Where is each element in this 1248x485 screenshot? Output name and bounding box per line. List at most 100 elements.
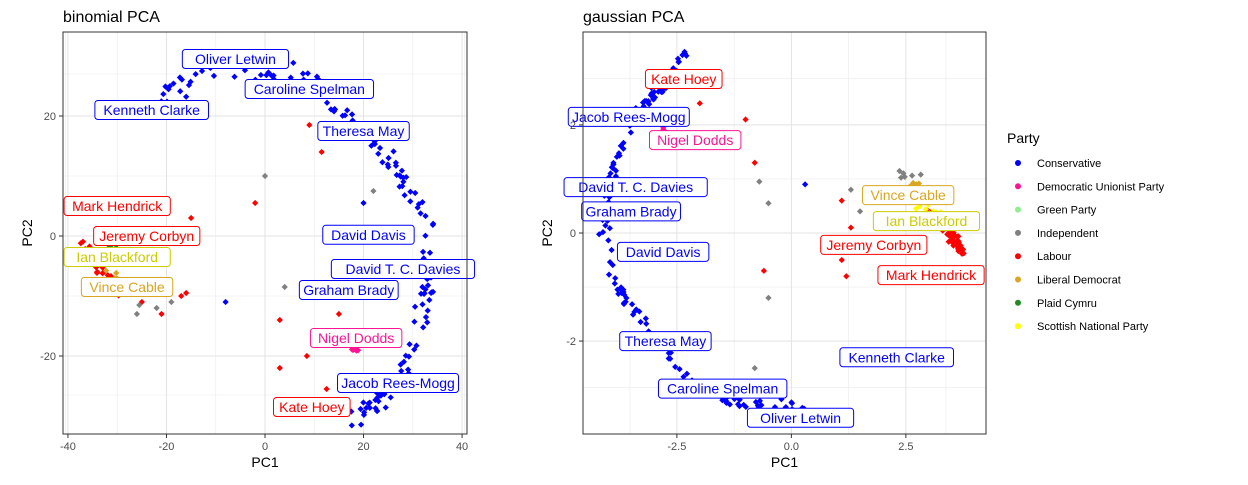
point-conservative [424,282,432,289]
label-box [298,280,399,300]
point-independent [261,172,269,180]
legend-key [1015,183,1021,190]
point-conservative [788,399,795,406]
x-tick-label: -20 [159,441,175,453]
point-conservative [348,422,355,429]
point-labels: Oliver Letwin Caroline Spelman Kenneth Cla… [63,49,476,417]
label-jeremy-corbyn: Jeremy Corbyn [826,237,921,253]
point-independent [908,172,916,179]
x-tick-label: 0.0 [784,441,799,453]
point-conservative [387,394,394,401]
point-conservative [606,258,614,266]
point-labour [77,240,84,247]
point-conservative [360,399,367,406]
point-conservative [222,298,229,306]
panel-2: Kate Hoey Jacob Rees-Mogg Nigel Dodds David… [539,9,987,470]
label-box [244,79,375,99]
x-tick-label: 40 [456,441,468,453]
point-conservative [183,93,190,100]
legend-key [1015,276,1021,283]
grid [583,32,986,434]
label-box [839,347,954,368]
point-labour [323,385,330,393]
point-conservative [372,405,379,412]
y-tick-label: 0 [50,231,56,243]
legend: Party Conservative Democratic Unionist Par… [1007,130,1165,333]
point-labour [838,197,845,204]
point-conservative [357,405,364,413]
point-conservative [360,199,367,207]
point-conservative [620,288,627,296]
label-kate-hoey: Kate Hoey [279,399,344,415]
point-labels: Kate Hoey Jacob Rees-Mogg Nigel Dodds David… [563,69,985,428]
point-conservative [348,111,356,118]
point-independent [168,298,175,306]
point-conservative [424,307,431,314]
point-conservative [422,313,430,321]
label-box [746,407,855,428]
label-kate-hoey: Kate Hoey [651,71,716,87]
point-labour [760,267,768,274]
label-oliver-letwin: Oliver Letwin [760,410,841,426]
label-caroline-spelman: Caroline Spelman [254,81,365,97]
point-labour [306,121,313,129]
point-labour [843,273,850,280]
point-conservative [160,90,167,98]
point-independent [917,171,924,178]
label-nigel-dodds: Nigel Dodds [318,330,394,346]
point-independent [133,310,141,318]
chart-title: gaussian PCA [583,9,685,26]
point-conservative [412,189,419,197]
label-box [861,185,955,206]
legend-key [1015,206,1021,213]
label-graham-brady: Graham Brady [586,203,677,219]
x-axis-label: PC1 [771,454,798,470]
label-david-t-c-davies: David T. C. Davies [578,179,693,195]
label-box [648,130,742,151]
point-conservative [611,280,618,287]
point-conservative [382,404,389,411]
point-labour [696,100,703,107]
point-conservative [406,341,413,348]
x-tick-label: -40 [60,441,76,453]
label-box [877,265,985,286]
label-jacob-rees-mogg: Jacob Rees-Mogg [572,109,686,125]
point-conservative [402,352,409,359]
label-jeremy-corbyn: Jeremy Corbyn [99,228,194,244]
point-conservative [608,246,615,254]
point-labour [335,310,343,318]
point-independent [281,283,288,291]
legend-key [1015,299,1021,306]
point-conservative [390,148,397,155]
label-box [181,49,290,69]
point-conservative [407,198,414,205]
point-conservative [231,73,238,80]
point-conservative [323,99,331,106]
panel-1: Oliver Letwin Caroline Spelman Kenneth Cla… [19,9,476,470]
legend-title: Party [1007,130,1040,146]
legend-item-liberal-democrat: Liberal Democrat [1037,275,1121,287]
legend-key [1015,160,1021,166]
label-theresa-may: Theresa May [323,123,405,139]
legend-item-democratic-unionist-party: Democratic Unionist Party [1037,181,1165,193]
point-conservative [633,306,640,313]
y-axis-label: PC2 [19,219,35,246]
point-conservative [375,150,382,157]
label-theresa-may: Theresa May [625,333,707,349]
point-independent [370,187,377,195]
point-independent [153,304,160,312]
point-conservative [605,271,613,278]
point-conservative [385,154,392,162]
x-tick-label: 20 [357,441,369,453]
y-tick-label: 2 [570,120,576,132]
point-conservative [422,232,429,239]
point-conservative [363,404,370,411]
point-labour [318,148,325,156]
point-independent [856,208,864,215]
point-labour [178,292,185,300]
label-vince-cable: Vince Cable [871,187,946,203]
point-conservative [366,404,373,411]
point-conservative [419,301,426,308]
point-independent [756,178,763,185]
